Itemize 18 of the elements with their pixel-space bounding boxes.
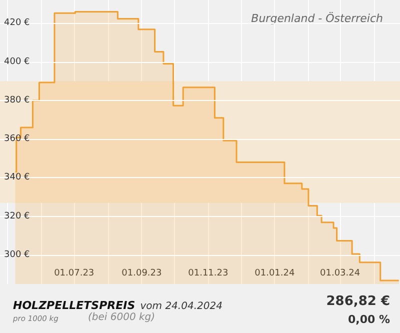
text: 286,82 € [326, 294, 390, 309]
x-tick-label: 01.01.24 [254, 268, 295, 278]
text: Burgenland - Österreich [251, 11, 384, 25]
y-tick-label: 300 € [4, 250, 30, 260]
y-tick-label: 360 € [4, 134, 30, 144]
text: HOLZPELLETSPREIS [13, 299, 136, 312]
x-tick-label: 01.03.24 [320, 268, 360, 278]
y-tick-label: 340 € [4, 172, 30, 183]
y-tick-label: 320 € [4, 211, 30, 222]
text: 0,00 % [348, 313, 390, 326]
y-tick-label: 420 € [4, 18, 30, 28]
x-tick-label: 01.11.23 [188, 268, 228, 278]
y-tick-label: 380 € [4, 95, 30, 106]
y-tick-label: 400 € [4, 56, 30, 67]
text: vom 24.04.2024 [140, 301, 222, 312]
x-tick-label: 01.09.23 [122, 268, 162, 278]
text: (bei 6000 kg) [88, 312, 156, 323]
x-tick-label: 01.07.23 [54, 268, 94, 278]
